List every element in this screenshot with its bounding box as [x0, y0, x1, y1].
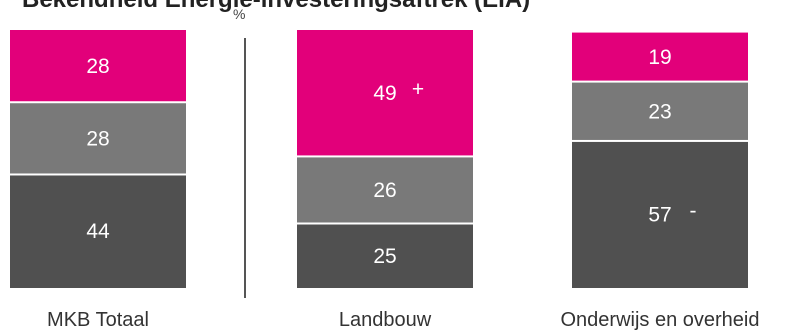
category-label: Onderwijs en overheid	[561, 309, 760, 331]
data-label: 49	[373, 82, 396, 105]
bar-segment	[10, 175, 186, 288]
data-label: 25	[373, 245, 396, 268]
bar-segment	[297, 224, 473, 288]
significance-marker: -	[690, 199, 697, 222]
bar-segment	[297, 157, 473, 223]
bar-segment	[10, 30, 186, 102]
bar-segment	[297, 30, 473, 156]
chart-title: Bekendheid Energie-investeringsaftrek (E…	[22, 0, 530, 14]
data-label: 44	[86, 220, 110, 243]
data-label: 23	[648, 100, 671, 123]
category-label: Landbouw	[339, 309, 432, 331]
bar-segment	[572, 82, 748, 140]
significance-marker: +	[412, 78, 424, 101]
data-label: 19	[648, 46, 671, 69]
data-label: 28	[86, 55, 109, 78]
bar-segment	[572, 141, 748, 288]
divider-line	[244, 38, 246, 298]
category-label: MKB Totaal	[47, 309, 149, 331]
data-label: 26	[373, 179, 396, 202]
data-label: 57	[648, 203, 671, 226]
data-label: 28	[86, 127, 109, 150]
unit-label: %	[233, 6, 246, 22]
bar-segment	[10, 103, 186, 174]
bar-segment	[572, 32, 748, 81]
